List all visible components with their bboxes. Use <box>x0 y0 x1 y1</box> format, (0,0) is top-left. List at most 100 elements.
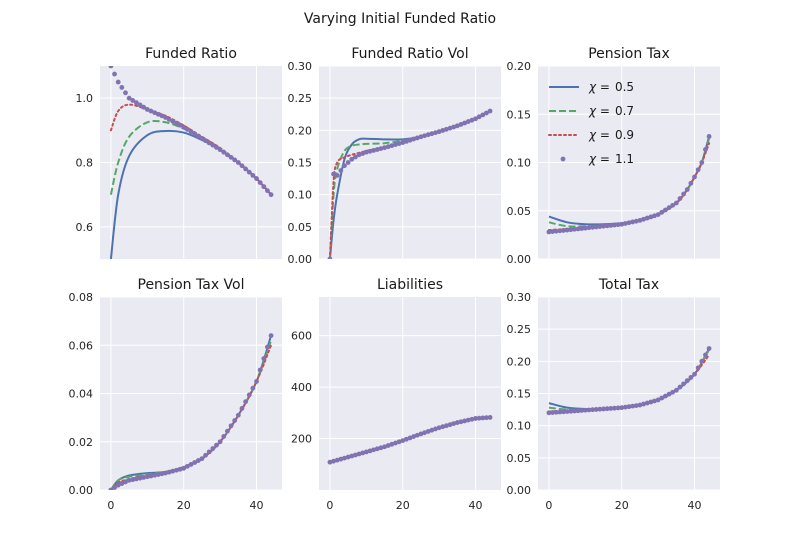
data-point <box>166 469 172 475</box>
x-tick-label: 0 <box>545 499 552 512</box>
series-markers <box>327 108 493 259</box>
data-point <box>641 401 646 407</box>
data-point <box>444 126 449 132</box>
legend-label: χ = 0.9 <box>588 128 634 142</box>
data-point <box>232 157 238 163</box>
y-tick-label: 0.00 <box>507 484 532 497</box>
data-point <box>429 131 435 137</box>
data-point <box>360 151 366 156</box>
data-point <box>462 418 467 424</box>
data-point <box>681 191 686 197</box>
data-point <box>338 168 344 173</box>
plot-area <box>327 108 493 259</box>
y-tick-label: 0.05 <box>288 221 313 234</box>
data-point <box>170 118 176 124</box>
data-point <box>239 406 245 411</box>
data-point <box>590 224 595 230</box>
subplot-5: Liabilities 200 400 600 0 20 40 <box>291 277 501 512</box>
data-point <box>217 439 223 445</box>
data-point <box>659 209 665 215</box>
series-markers <box>546 134 712 235</box>
data-point <box>601 406 606 412</box>
data-point <box>144 107 150 112</box>
data-point <box>422 133 427 139</box>
data-point <box>235 412 241 418</box>
data-point <box>254 379 259 384</box>
data-point <box>163 115 168 120</box>
subplot-title: Funded Ratio <box>145 46 237 62</box>
data-point <box>630 403 636 409</box>
data-point <box>195 133 201 139</box>
data-point <box>418 431 424 437</box>
data-point <box>484 415 489 421</box>
data-point <box>195 458 201 463</box>
legend-marker <box>560 156 566 162</box>
data-point <box>353 452 358 458</box>
data-point <box>225 152 230 158</box>
data-point <box>615 405 621 411</box>
data-point <box>257 180 263 186</box>
data-point <box>568 408 574 414</box>
data-point <box>188 129 194 135</box>
subplot-title: Funded Ratio Vol <box>351 46 468 62</box>
y-tick-label: 1.0 <box>76 92 94 105</box>
data-point <box>630 219 636 225</box>
data-point <box>703 147 708 152</box>
data-point <box>619 405 625 411</box>
data-point <box>134 100 139 106</box>
data-point <box>622 404 628 410</box>
data-point <box>239 163 245 169</box>
data-point <box>353 154 358 160</box>
data-point <box>265 188 270 194</box>
data-point <box>695 167 701 173</box>
data-point <box>327 459 333 465</box>
data-point <box>342 163 347 169</box>
data-point <box>604 406 610 412</box>
data-point <box>433 426 438 432</box>
data-point <box>487 108 493 114</box>
data-point <box>597 224 603 229</box>
legend-prefix: χ = <box>588 128 610 142</box>
data-point <box>433 130 438 136</box>
data-point <box>692 174 697 180</box>
y-tick-label: 0.04 <box>69 388 94 401</box>
data-point <box>666 205 672 211</box>
data-point <box>476 415 482 421</box>
data-point <box>557 409 563 415</box>
data-point <box>604 223 610 229</box>
data-point <box>206 140 212 146</box>
data-point <box>425 429 431 434</box>
data-point <box>400 140 406 145</box>
data-point <box>123 90 128 96</box>
data-point <box>192 460 198 465</box>
data-point <box>210 142 216 148</box>
data-point <box>126 477 132 483</box>
data-point <box>177 122 183 128</box>
data-point <box>411 434 417 439</box>
data-point <box>582 407 588 413</box>
data-point <box>112 485 117 490</box>
data-point <box>327 256 333 259</box>
data-point <box>575 408 581 414</box>
data-point <box>637 218 643 223</box>
data-point <box>703 352 708 358</box>
data-point <box>666 391 672 397</box>
data-point <box>403 138 409 144</box>
legend-value: 1.1 <box>615 152 634 166</box>
data-point <box>469 416 475 422</box>
data-point <box>203 452 208 458</box>
data-point <box>579 226 585 231</box>
data-point <box>378 445 384 451</box>
data-point <box>246 169 252 175</box>
data-point <box>706 346 712 351</box>
plot-area <box>108 333 274 490</box>
data-point <box>141 475 147 480</box>
data-point <box>601 223 606 229</box>
data-point <box>155 472 161 477</box>
data-point <box>181 465 187 471</box>
legend-label: χ = 0.7 <box>588 104 634 118</box>
data-point <box>586 407 592 413</box>
data-point <box>608 223 614 228</box>
data-point <box>184 463 190 469</box>
data-point <box>684 378 690 384</box>
